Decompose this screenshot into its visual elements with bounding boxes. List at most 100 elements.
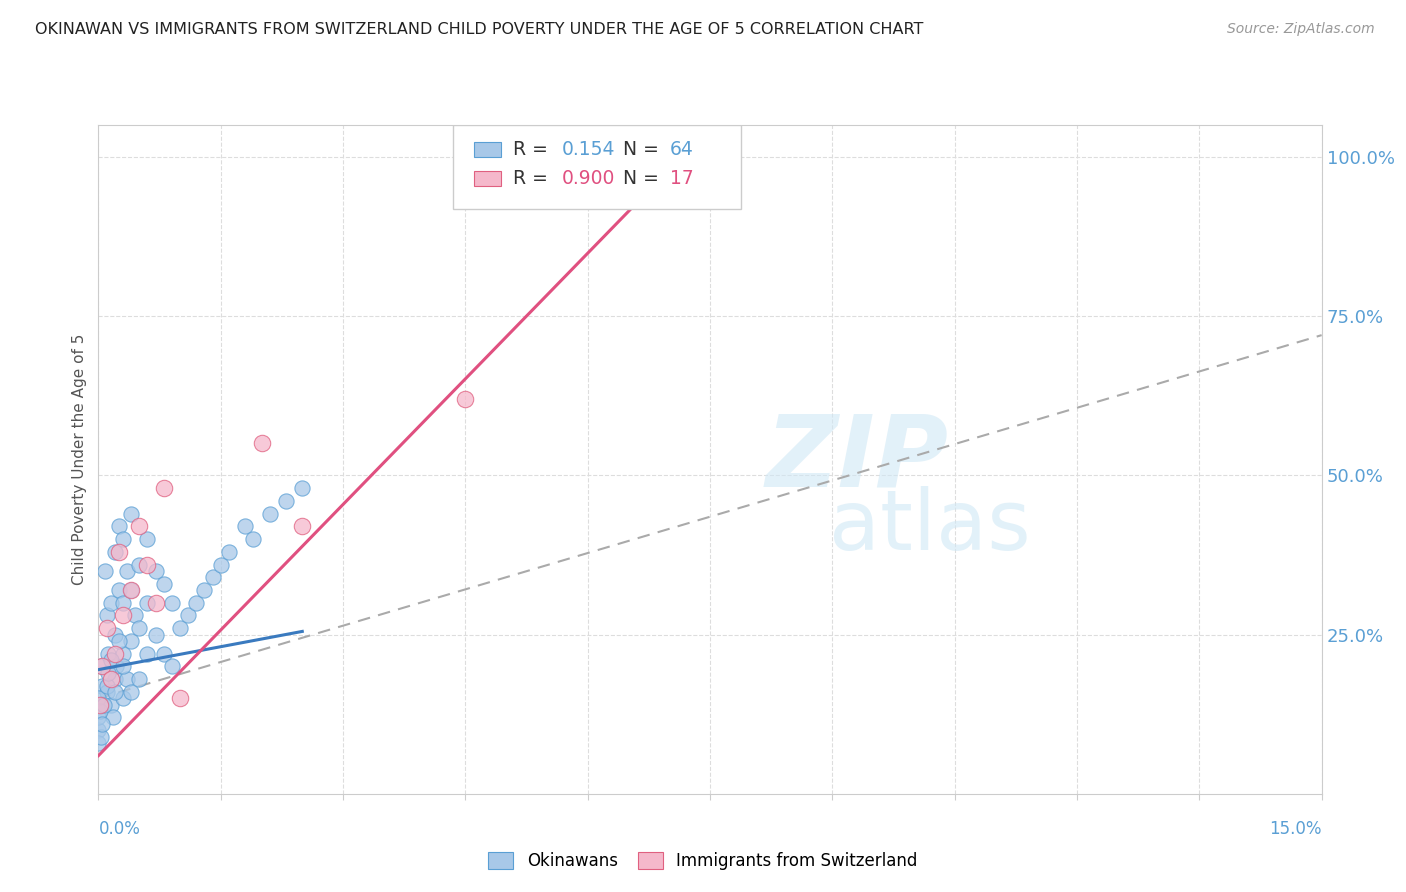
Text: OKINAWAN VS IMMIGRANTS FROM SWITZERLAND CHILD POVERTY UNDER THE AGE OF 5 CORRELA: OKINAWAN VS IMMIGRANTS FROM SWITZERLAND …	[35, 22, 924, 37]
Point	[136, 558, 159, 572]
Point	[120, 685, 142, 699]
Point	[104, 627, 127, 641]
Point	[193, 582, 215, 597]
Point	[100, 672, 122, 686]
Point	[100, 653, 122, 667]
Point	[136, 596, 159, 610]
Point	[93, 698, 115, 712]
Point	[97, 665, 120, 680]
Point	[128, 621, 150, 635]
Point	[104, 647, 127, 661]
Point	[96, 621, 118, 635]
Point	[145, 596, 167, 610]
Point	[617, 150, 640, 164]
Text: Source: ZipAtlas.com: Source: ZipAtlas.com	[1227, 22, 1375, 37]
Point	[454, 392, 477, 406]
Point	[108, 545, 131, 559]
Point	[218, 545, 240, 559]
Point	[136, 647, 159, 661]
Text: atlas: atlas	[830, 486, 1031, 566]
Point	[291, 481, 314, 495]
Point	[115, 564, 138, 578]
Legend: Okinawans, Immigrants from Switzerland: Okinawans, Immigrants from Switzerland	[482, 845, 924, 877]
FancyBboxPatch shape	[474, 171, 501, 186]
Text: ZIP: ZIP	[765, 411, 948, 508]
Point	[111, 608, 134, 623]
Point	[152, 481, 174, 495]
Point	[152, 647, 174, 661]
Point	[108, 634, 131, 648]
Point	[111, 596, 134, 610]
Point	[145, 627, 167, 641]
Point	[160, 596, 183, 610]
Point	[111, 659, 134, 673]
Point	[96, 679, 118, 693]
Text: 0.154: 0.154	[562, 140, 616, 159]
Point	[105, 659, 128, 673]
Point	[96, 685, 118, 699]
Point	[128, 672, 150, 686]
Text: 17: 17	[669, 169, 693, 188]
Point	[104, 545, 127, 559]
Point	[169, 691, 191, 706]
Point	[169, 621, 191, 635]
Point	[111, 532, 134, 546]
Point	[136, 532, 159, 546]
Text: 15.0%: 15.0%	[1270, 820, 1322, 838]
Point	[233, 519, 256, 533]
Point	[91, 679, 114, 693]
Point	[115, 672, 138, 686]
Point	[124, 608, 146, 623]
Point	[108, 582, 131, 597]
Text: R =: R =	[513, 140, 554, 159]
Point	[177, 608, 200, 623]
Point	[91, 716, 114, 731]
Point	[291, 519, 314, 533]
Text: 0.0%: 0.0%	[98, 820, 141, 838]
Point	[120, 582, 142, 597]
Text: 64: 64	[669, 140, 693, 159]
Point	[259, 507, 281, 521]
Text: R =: R =	[513, 169, 554, 188]
Point	[101, 710, 124, 724]
Point	[120, 634, 142, 648]
Point	[128, 519, 150, 533]
Point	[201, 570, 224, 584]
Point	[96, 608, 118, 623]
Point	[274, 493, 297, 508]
Y-axis label: Child Poverty Under the Age of 5: Child Poverty Under the Age of 5	[72, 334, 87, 585]
Point	[94, 564, 117, 578]
Point	[160, 659, 183, 673]
Point	[104, 685, 127, 699]
Point	[128, 558, 150, 572]
Point	[242, 532, 264, 546]
Point	[87, 710, 110, 724]
Point	[100, 596, 122, 610]
Point	[104, 672, 127, 686]
Point	[89, 698, 111, 712]
FancyBboxPatch shape	[474, 142, 501, 157]
Point	[120, 582, 142, 597]
Point	[90, 730, 112, 744]
Text: 0.900: 0.900	[562, 169, 616, 188]
Point	[87, 691, 110, 706]
Point	[209, 558, 232, 572]
Point	[91, 659, 114, 673]
Point	[111, 647, 134, 661]
Point	[108, 519, 131, 533]
Text: N =: N =	[623, 169, 665, 188]
FancyBboxPatch shape	[453, 125, 741, 209]
Point	[87, 723, 110, 738]
Point	[100, 698, 122, 712]
Point	[152, 576, 174, 591]
Point	[97, 647, 120, 661]
Point	[145, 564, 167, 578]
Text: N =: N =	[623, 140, 665, 159]
Point	[186, 596, 208, 610]
Point	[111, 691, 134, 706]
Point	[250, 436, 273, 450]
Point	[89, 704, 111, 718]
Point	[90, 659, 112, 673]
Point	[87, 736, 110, 750]
Point	[120, 507, 142, 521]
